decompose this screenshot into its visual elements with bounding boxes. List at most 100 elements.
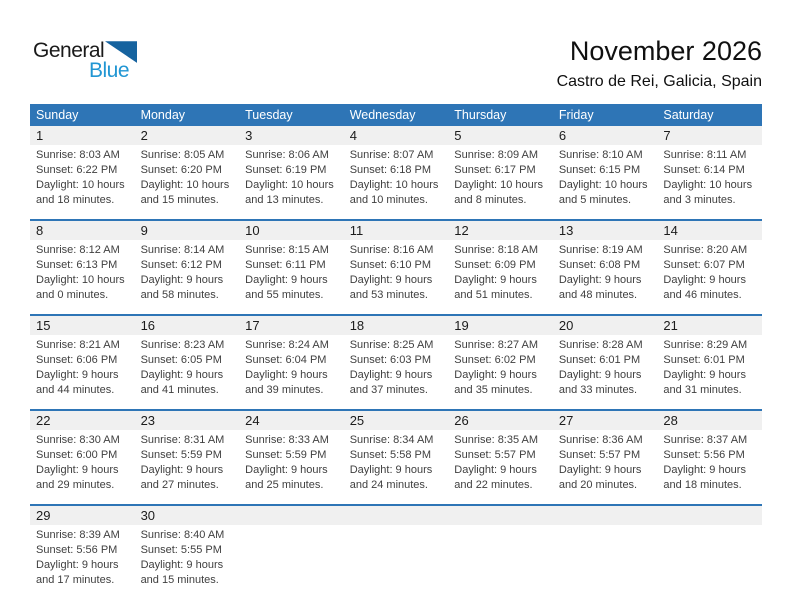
daylight-text: Daylight: 9 hours and 41 minutes.	[140, 369, 224, 396]
day-number: 29	[36, 508, 51, 523]
empty-day-cell	[344, 525, 449, 599]
daylight-text: Daylight: 9 hours and 46 minutes.	[663, 274, 746, 301]
day-number: 20	[558, 318, 574, 333]
sunset-text: Sunset: 5:56 PM	[663, 449, 745, 461]
logo-triangle-icon	[105, 41, 138, 63]
day-cell-details: Sunrise: 8:33 AM Sunset: 5:59 PM Daylight:…	[239, 430, 344, 504]
sunrise-text: Sunrise: 8:33 AM	[245, 434, 329, 446]
daylight-text: Daylight: 9 hours and 48 minutes.	[558, 274, 642, 301]
day-cell-details: Sunrise: 8:11 AM Sunset: 6:14 PM Daylight:…	[657, 145, 762, 219]
sunset-text: Sunset: 6:11 PM	[245, 259, 326, 271]
day-number: 10	[245, 223, 260, 238]
logo-top-row: General	[33, 40, 153, 64]
empty-day-cell	[239, 525, 344, 599]
sunrise-text: Sunrise: 8:24 AM	[245, 339, 329, 351]
empty-day-cell	[553, 525, 658, 599]
day-number-band: 29 30	[30, 506, 762, 525]
day-number-band: 8 9 10 11 12 13 14	[30, 221, 762, 240]
sunset-text: Sunset: 6:12 PM	[140, 259, 222, 271]
sunset-text: Sunset: 6:18 PM	[349, 164, 432, 176]
general-blue-logo: General Blue	[33, 40, 153, 81]
sunset-text: Sunset: 5:57 PM	[454, 449, 536, 461]
day-cell-details: Sunrise: 8:03 AM Sunset: 6:22 PM Daylight:…	[30, 145, 135, 219]
sunset-text: Sunset: 6:22 PM	[36, 164, 118, 176]
sunrise-text: Sunrise: 8:16 AM	[349, 244, 434, 256]
sunset-text: Sunset: 6:10 PM	[349, 259, 432, 271]
week-row: 15 16 17 18 19 20 21 Sunrise: 8:21 AM Sunset: 6:…	[30, 314, 762, 409]
day-number: 18	[349, 318, 365, 333]
daylight-text: Daylight: 10 hours and 5 minutes.	[558, 179, 648, 206]
weekday-label-friday: Friday	[558, 108, 594, 122]
daylight-text: Daylight: 9 hours and 27 minutes.	[140, 464, 224, 491]
day-cell-details: Sunrise: 8:36 AM Sunset: 5:57 PM Daylight:…	[553, 430, 658, 504]
day-number: 8	[36, 223, 44, 238]
weekday-label-sunday: Sunday	[36, 108, 79, 122]
sunrise-text: Sunrise: 8:39 AM	[36, 529, 120, 541]
daylight-text: Daylight: 9 hours and 24 minutes.	[349, 464, 433, 491]
sunrise-text: Sunrise: 8:23 AM	[140, 339, 225, 351]
day-cell-details: Sunrise: 8:39 AM Sunset: 5:56 PM Daylight:…	[30, 525, 135, 599]
weekday-label-monday: Monday	[140, 108, 186, 122]
sunrise-text: Sunrise: 8:06 AM	[245, 149, 329, 161]
week-row: 29 30 Sunrise: 8:39 AM Sunset: 5:56 PM Dayli…	[30, 504, 762, 599]
sunrise-text: Sunrise: 8:25 AM	[349, 339, 434, 351]
day-number: 19	[454, 318, 469, 333]
sunrise-text: Sunrise: 8:35 AM	[454, 434, 539, 446]
sunrise-text: Sunrise: 8:21 AM	[36, 339, 120, 351]
location-subtitle: Castro de Rei, Galicia, Spain	[556, 73, 762, 90]
sunset-text: Sunset: 5:59 PM	[245, 449, 327, 461]
day-number: 7	[663, 128, 671, 143]
day-cell-details: Sunrise: 8:19 AM Sunset: 6:08 PM Daylight:…	[553, 240, 658, 314]
sunset-text: Sunset: 6:05 PM	[140, 354, 222, 366]
weekday-label-wednesday: Wednesday	[349, 108, 416, 122]
sunset-text: Sunset: 6:07 PM	[663, 259, 745, 271]
sunrise-text: Sunrise: 8:07 AM	[349, 149, 434, 161]
empty-day-cell	[657, 525, 762, 599]
day-number: 26	[454, 413, 469, 428]
daylight-text: Daylight: 9 hours and 17 minutes.	[36, 559, 119, 586]
daylight-text: Daylight: 9 hours and 33 minutes.	[558, 369, 642, 396]
day-cell-details: Sunrise: 8:07 AM Sunset: 6:18 PM Daylight:…	[344, 145, 449, 219]
day-details-row: Sunrise: 8:39 AM Sunset: 5:56 PM Daylight:…	[30, 525, 762, 599]
sunrise-text: Sunrise: 8:34 AM	[349, 434, 434, 446]
day-number: 11	[349, 223, 364, 238]
day-number: 2	[140, 128, 148, 143]
calendar-grid: Sunday Monday Tuesday Wednesday Thursday Frid…	[30, 104, 762, 599]
day-cell-details: Sunrise: 8:40 AM Sunset: 5:55 PM Daylight:…	[135, 525, 240, 599]
daylight-text: Daylight: 9 hours and 55 minutes.	[245, 274, 328, 301]
sunset-text: Sunset: 5:57 PM	[558, 449, 641, 461]
day-number-band: 22 23 24 25 26 27 28	[30, 411, 762, 430]
daylight-text: Daylight: 9 hours and 22 minutes.	[454, 464, 537, 491]
weeks-container: 1 2 3 4 5 6 7 Sunrise: 8:03 AM Sunset: 6:22 PM Da…	[30, 126, 762, 599]
weekday-header-row: Sunday Monday Tuesday Wednesday Thursday Frid…	[30, 104, 762, 126]
day-details-row: Sunrise: 8:21 AM Sunset: 6:06 PM Daylight:…	[30, 335, 762, 409]
sunset-text: Sunset: 6:06 PM	[36, 354, 118, 366]
day-number-band: 15 16 17 18 19 20 21	[30, 316, 762, 335]
day-cell-details: Sunrise: 8:10 AM Sunset: 6:15 PM Daylight:…	[553, 145, 658, 219]
sunrise-text: Sunrise: 8:20 AM	[663, 244, 748, 256]
day-cell-details: Sunrise: 8:18 AM Sunset: 6:09 PM Daylight:…	[448, 240, 553, 314]
sunrise-text: Sunrise: 8:31 AM	[140, 434, 225, 446]
day-number: 17	[245, 318, 260, 333]
day-number: 24	[245, 413, 260, 428]
day-details-row: Sunrise: 8:12 AM Sunset: 6:13 PM Daylight:…	[30, 240, 762, 314]
day-number: 12	[454, 223, 469, 238]
day-cell-details: Sunrise: 8:31 AM Sunset: 5:59 PM Daylight:…	[135, 430, 240, 504]
day-cell-details: Sunrise: 8:05 AM Sunset: 6:20 PM Daylight:…	[135, 145, 240, 219]
daylight-text: Daylight: 10 hours and 8 minutes.	[454, 179, 543, 206]
day-cell-details: Sunrise: 8:21 AM Sunset: 6:06 PM Daylight:…	[30, 335, 135, 409]
sunset-text: Sunset: 6:17 PM	[454, 164, 536, 176]
daylight-text: Daylight: 10 hours and 0 minutes.	[36, 274, 125, 301]
sunset-text: Sunset: 5:58 PM	[349, 449, 432, 461]
day-number: 16	[140, 318, 156, 333]
daylight-text: Daylight: 9 hours and 25 minutes.	[245, 464, 328, 491]
daylight-text: Daylight: 10 hours and 13 minutes.	[245, 179, 334, 206]
week-row: 8 9 10 11 12 13 14 Sunrise: 8:12 AM Sunset: 6:13…	[30, 219, 762, 314]
weekday-label-saturday: Saturday	[663, 108, 714, 122]
daylight-text: Daylight: 9 hours and 53 minutes.	[349, 274, 433, 301]
daylight-text: Daylight: 9 hours and 51 minutes.	[454, 274, 537, 301]
day-cell-details: Sunrise: 8:25 AM Sunset: 6:03 PM Daylight:…	[344, 335, 449, 409]
sunrise-text: Sunrise: 8:37 AM	[663, 434, 748, 446]
day-cell-details: Sunrise: 8:15 AM Sunset: 6:11 PM Daylight:…	[239, 240, 344, 314]
daylight-text: Daylight: 9 hours and 44 minutes.	[36, 369, 119, 396]
